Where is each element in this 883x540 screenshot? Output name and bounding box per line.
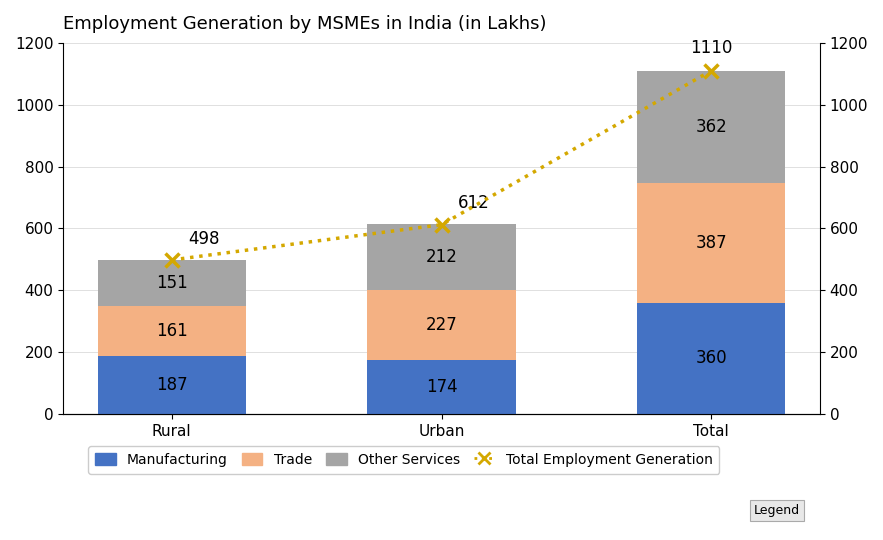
Text: Employment Generation by MSMEs in India (in Lakhs): Employment Generation by MSMEs in India … (64, 15, 547, 33)
Bar (98, 306, 246, 356)
Text: 174: 174 (426, 378, 457, 396)
Bar (367, 290, 516, 360)
Text: 1110: 1110 (690, 39, 732, 57)
Text: Legend: Legend (754, 504, 800, 517)
Text: 227: 227 (426, 316, 457, 334)
Bar (637, 183, 785, 302)
Bar (637, 71, 785, 183)
Legend: Manufacturing, Trade, Other Services, Total Employment Generation: Manufacturing, Trade, Other Services, To… (88, 446, 720, 474)
Text: 161: 161 (156, 322, 188, 340)
Text: 212: 212 (426, 248, 457, 266)
Text: 362: 362 (695, 118, 727, 136)
Text: 498: 498 (188, 230, 220, 247)
Text: 360: 360 (696, 349, 727, 367)
Text: 387: 387 (696, 234, 727, 252)
Text: 151: 151 (156, 274, 188, 292)
Text: 187: 187 (156, 376, 187, 394)
Bar (98, 356, 246, 414)
Text: 612: 612 (458, 194, 490, 212)
Bar (367, 360, 516, 414)
Bar (637, 302, 785, 414)
Bar (98, 260, 246, 306)
Bar (367, 225, 516, 290)
